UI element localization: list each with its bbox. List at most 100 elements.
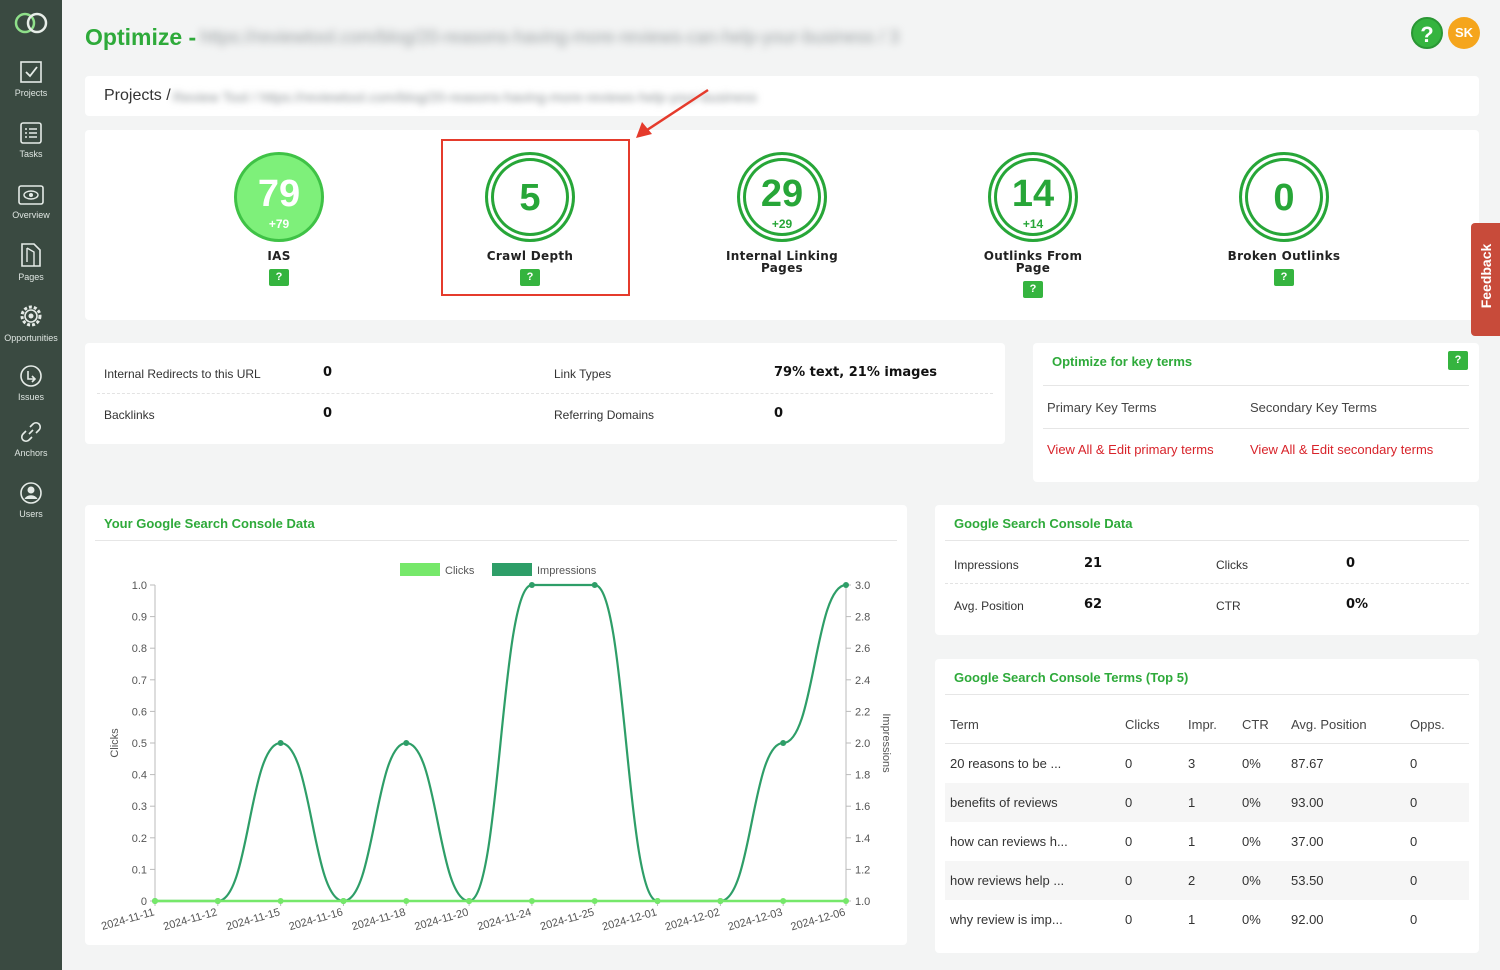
divider (945, 583, 1469, 584)
data-point-impressions (780, 740, 787, 746)
y-tick-label: 0.3 (132, 801, 147, 813)
table-row[interactable]: how can reviews h... 0 1 0% 37.00 0 (945, 822, 1469, 861)
score-help-badge[interactable]: ? (520, 269, 540, 286)
column-header[interactable]: Opps. (1410, 717, 1445, 732)
logo-icon[interactable] (13, 10, 49, 36)
ctr-cell: 0% (1242, 912, 1261, 927)
y2-tick-label: 1.2 (855, 864, 870, 876)
edit-secondary-terms-link[interactable]: View All & Edit secondary terms (1250, 442, 1434, 457)
referring-domains-label: Referring Domains (554, 408, 655, 422)
sidebar-item-users[interactable]: Users (0, 481, 62, 539)
y2-tick-label: 2.6 (855, 643, 870, 655)
data-point-clicks (528, 898, 535, 904)
series-line-impressions (155, 583, 847, 903)
sidebar-item-pages[interactable]: Pages (0, 242, 62, 300)
score-label: Broken Outlinks (1227, 249, 1341, 263)
x-tick-label: 2024-11-20 (413, 906, 470, 933)
table-row[interactable]: how reviews help ... 0 2 0% 53.50 0 (945, 861, 1469, 900)
avg-position-label: Avg. Position (954, 599, 1024, 613)
divider (945, 540, 1469, 541)
table-row[interactable]: 20 reasons to be ... 0 3 0% 87.67 0 (945, 744, 1469, 783)
score-label: Crawl Depth (486, 249, 574, 263)
sidebar-item-tasks[interactable]: Tasks (0, 121, 62, 179)
column-header[interactable]: Clicks (1125, 717, 1160, 732)
impressions-cell: 1 (1188, 834, 1196, 849)
score-value: 14 (1011, 173, 1055, 215)
ctr-cell: 0% (1242, 756, 1261, 771)
y2-tick-label: 1.6 (855, 801, 870, 813)
x-tick-label: 2024-11-11 (100, 906, 156, 933)
divider (97, 393, 993, 394)
chart-card-title: Your Google Search Console Data (104, 516, 315, 531)
highlight-box (441, 139, 630, 296)
score-ring: 29 +29 (737, 152, 827, 242)
sidebar-item-anchors[interactable]: Anchors (0, 420, 62, 478)
avatar[interactable]: SK (1448, 17, 1480, 49)
score-ring: 14 +14 (988, 152, 1078, 242)
impressions-cell: 3 (1188, 756, 1196, 771)
column-header[interactable]: Avg. Position (1291, 717, 1367, 732)
y2-tick-label: 2.2 (855, 706, 870, 718)
score-label-line2: Page (1015, 261, 1051, 275)
score-label: IAS (267, 249, 291, 263)
sidebar-item-projects[interactable]: Projects (0, 60, 62, 118)
data-point-clicks (843, 898, 849, 904)
data-point-impressions (277, 740, 284, 746)
score-label-line2: Pages (761, 261, 803, 275)
score-crawl-depth: 5 Crawl Depth ? (450, 152, 610, 286)
x-tick-label: 2024-12-01 (601, 906, 658, 933)
search-console-data-card: Google Search Console Data Impressions 2… (935, 505, 1479, 635)
data-point-clicks (214, 898, 221, 904)
pages-icon (21, 243, 41, 267)
edit-primary-terms-link[interactable]: View All & Edit primary terms (1047, 442, 1214, 457)
column-header[interactable]: Term (950, 717, 979, 732)
gear-icon (20, 305, 42, 327)
opps-cell: 0 (1410, 873, 1418, 888)
column-header[interactable]: Impr. (1188, 717, 1217, 732)
sidebar-item-issues[interactable]: Issues (0, 364, 62, 422)
score-help-badge[interactable]: ? (1023, 281, 1043, 298)
y-tick-label: 0.2 (132, 833, 147, 845)
score-label: Internal Linking (725, 249, 839, 263)
gsc-card-title: Google Search Console Data (954, 516, 1133, 531)
ctr-label: CTR (1216, 599, 1241, 613)
y-axis-title: Clicks (109, 728, 121, 758)
y2-tick-label: 2.4 (855, 675, 870, 687)
sidebar-item-opportunities[interactable]: Opportunities (0, 303, 62, 361)
tasks-icon (20, 122, 42, 144)
x-tick-label: 2024-11-24 (476, 906, 533, 933)
score-internal-linking: 29 +29 Internal Linking Pages (702, 152, 862, 274)
data-point-clicks (591, 898, 598, 904)
backlinks-label: Backlinks (104, 408, 155, 422)
legend-label: Impressions (537, 565, 597, 577)
avg-position-cell: 37.00 (1291, 834, 1324, 849)
feedback-tab[interactable]: Feedback (1471, 223, 1500, 336)
table-row[interactable]: why review is imp... 0 1 0% 92.00 0 (945, 900, 1469, 939)
avg-position-cell: 53.50 (1291, 873, 1324, 888)
referring-domains-value: 0 (774, 406, 784, 421)
data-point-clicks (403, 898, 410, 904)
link-info-card: Internal Redirects to this URL 0 Link Ty… (85, 343, 1005, 444)
clicks-cell: 0 (1125, 873, 1133, 888)
table-row[interactable]: benefits of reviews 0 1 0% 93.00 0 (945, 783, 1469, 822)
score-help-badge[interactable]: ? (1274, 269, 1294, 286)
key-terms-help-badge[interactable]: ? (1448, 351, 1468, 370)
sidebar-item-label: Opportunities (4, 333, 58, 343)
ctr-value: 0% (1346, 597, 1369, 612)
data-point-impressions (403, 740, 410, 746)
key-terms-title: Optimize for key terms (1052, 354, 1193, 369)
impressions-cell: 1 (1188, 795, 1196, 810)
data-point-impressions (843, 582, 849, 588)
impressions-cell: 2 (1188, 873, 1196, 888)
breadcrumb-projects-link[interactable]: Projects / (104, 87, 171, 104)
sidebar-item-label: Tasks (19, 149, 43, 159)
help-button[interactable]: ? (1411, 17, 1443, 49)
sidebar-item-label: Users (19, 509, 43, 519)
column-header[interactable]: CTR (1242, 717, 1269, 732)
avg-position-value: 62 (1084, 597, 1103, 612)
backlinks-value: 0 (323, 406, 333, 421)
sidebar-item-overview[interactable]: Overview (0, 184, 62, 242)
score-help-badge[interactable]: ? (269, 269, 289, 286)
breadcrumb-path[interactable]: Review Tool / https://reviewtool.com/blo… (173, 89, 758, 105)
opps-cell: 0 (1410, 834, 1418, 849)
